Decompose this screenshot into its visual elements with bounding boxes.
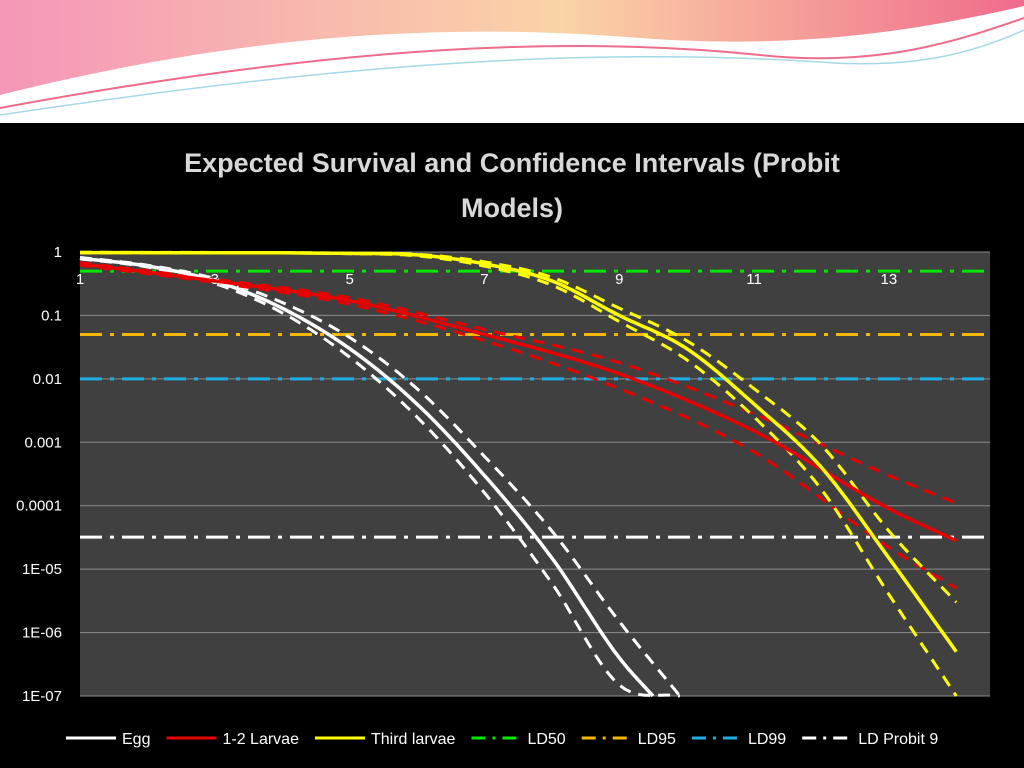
y-tick-label: 1E-05 (22, 561, 62, 578)
y-axis: 1 0.1 0.01 0.001 0.0001 1E-05 1E-06 1E-07 (16, 244, 62, 705)
legend-item-ld95: LD95 (581, 731, 676, 748)
legend-item-ld99: LD99 (691, 731, 786, 748)
legend: Egg 1-2 Larvae Third larvae LD50 LD95 LD99 LD … (66, 731, 938, 748)
chart-title-line-2: Models) (461, 193, 563, 223)
chart-title-line-1: Expected Survival and Confidence Interva… (184, 148, 840, 178)
x-tick-label: 5 (345, 271, 353, 288)
y-tick-label: 0.0001 (16, 498, 62, 515)
series-line-third-larvae (80, 250, 958, 653)
threshold-lines (80, 269, 990, 539)
legend-item-ld50: LD50 (471, 731, 566, 748)
x-tick-label: 13 (881, 271, 898, 288)
legend-label: LD Probit 9 (858, 731, 938, 748)
y-tick-label: 0.1 (41, 307, 62, 324)
header-wave-white (0, 6, 1024, 123)
header-wave-line (0, 29, 1024, 116)
y-tick-label: 0.001 (24, 434, 62, 451)
y-tick-label: 1E-06 (22, 625, 62, 642)
ci-upper-third-larvae (80, 250, 958, 604)
grid (80, 251, 990, 697)
plot-area (80, 252, 990, 696)
x-tick-label: 9 (615, 271, 623, 288)
header-wave-line (0, 17, 1024, 109)
x-tick-label: 1 (76, 271, 84, 288)
ci-lower-1-2-larvae (79, 263, 958, 590)
header-decoration (0, 0, 1024, 123)
y-tick-label: 1 (54, 244, 62, 261)
legend-item-third-larvae: Third larvae (314, 731, 456, 748)
legend-label: LD99 (748, 731, 786, 748)
legend-label: Egg (122, 731, 150, 748)
legend-label: LD95 (638, 731, 676, 748)
legend-label: LD50 (527, 731, 565, 748)
legend-label: Third larvae (371, 731, 456, 748)
y-tick-label: 1E-07 (22, 688, 62, 705)
y-tick-label: 0.01 (33, 371, 62, 388)
legend-item-1-2-larvae: 1-2 Larvae (166, 731, 299, 748)
x-tick-label: 11 (746, 271, 762, 288)
series-lines (79, 250, 958, 698)
legend-item-ld-probit-9: LD Probit 9 (802, 731, 938, 748)
legend-item-egg: Egg (66, 731, 150, 748)
legend-label: 1-2 Larvae (222, 731, 299, 748)
series-line-1-2-larvae (79, 262, 958, 543)
series-line-egg (79, 256, 655, 698)
x-tick-label: 7 (480, 271, 488, 288)
